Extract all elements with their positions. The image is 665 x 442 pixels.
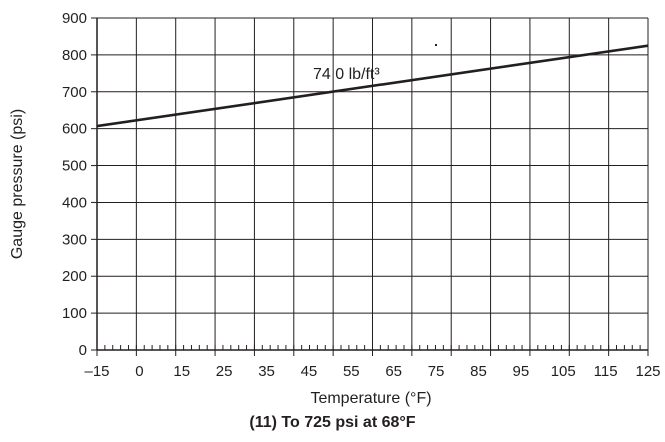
- x-tick-label: 25: [216, 363, 233, 380]
- stray-dot: [435, 44, 437, 46]
- x-tick-label: 115: [594, 363, 618, 380]
- y-tick-label: 800: [62, 47, 87, 64]
- y-tick-label: 100: [62, 305, 87, 322]
- x-tick-label: 95: [513, 363, 530, 380]
- series-line: [96, 44, 649, 128]
- y-axis-title: Gauge pressure (psi): [9, 109, 26, 259]
- pressure-temperature-chart: 0 100 200 300 400 500 600 700 800 900 –15 0 15 25 35 45…: [9, 10, 661, 407]
- x-tick-label: 75: [428, 363, 445, 380]
- series-layer: [96, 44, 649, 128]
- x-axis-title: Temperature (°F): [310, 390, 431, 407]
- figure-caption: (11) To 725 psi at 68°F: [249, 414, 416, 431]
- y-tick-label: 600: [62, 121, 87, 138]
- y-tick-label: 400: [62, 194, 87, 211]
- x-tick-label: 0: [135, 363, 143, 380]
- y-tick-label: 500: [62, 158, 87, 175]
- tick-labels: 0 100 200 300 400 500 600 700 800 900 –15 0 15 25 35 45…: [62, 10, 661, 380]
- x-tick-label: 15: [173, 363, 190, 380]
- x-tick-label: 35: [258, 363, 275, 380]
- x-tick-label: 65: [385, 363, 402, 380]
- y-tick-label: 200: [62, 268, 87, 285]
- x-tick-label: –15: [84, 363, 109, 380]
- y-tick-label: 300: [62, 231, 87, 248]
- x-tick-label: 105: [551, 363, 576, 380]
- grid: [96, 17, 649, 351]
- x-tick-label: 85: [470, 363, 487, 380]
- line-annotation: 74 0 lb/ft³: [313, 66, 380, 83]
- x-tick-label: 125: [635, 363, 660, 380]
- axes: [91, 17, 649, 356]
- x-minor-ticks: [96, 345, 649, 350]
- y-tick-label: 700: [62, 84, 87, 101]
- y-tick-label: 0: [79, 342, 87, 359]
- x-tick-label: 55: [343, 363, 360, 380]
- y-tick-label: 900: [62, 10, 87, 27]
- x-tick-label: 45: [301, 363, 318, 380]
